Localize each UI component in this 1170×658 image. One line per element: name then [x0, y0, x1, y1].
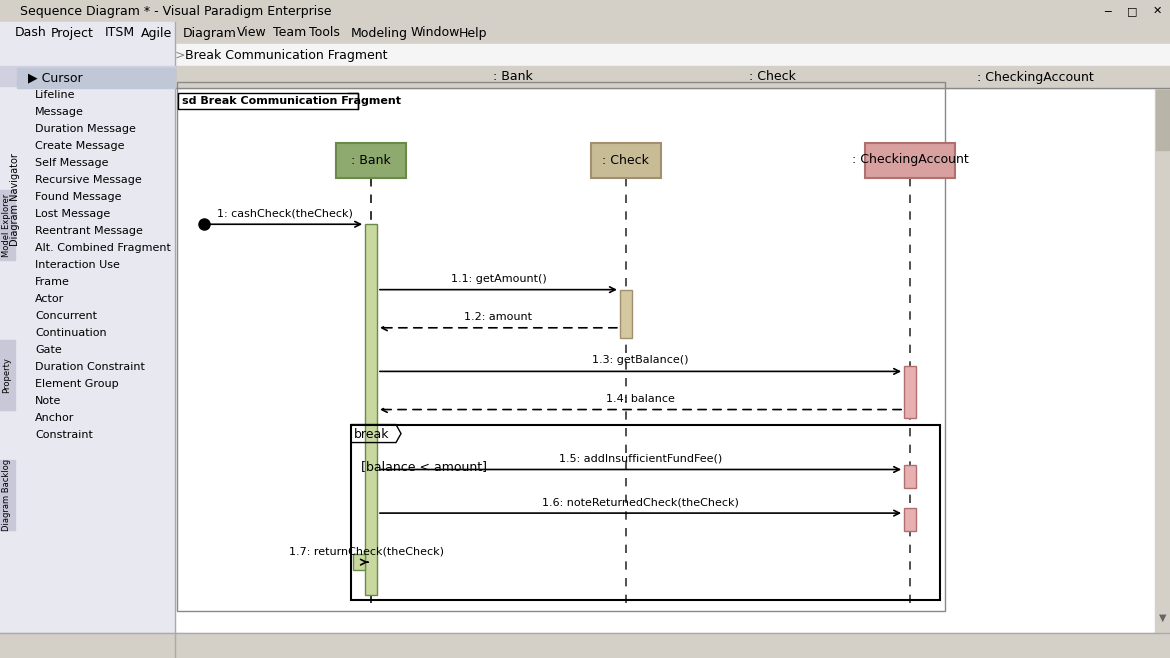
Text: Diagram: Diagram	[183, 26, 236, 39]
Text: Anchor: Anchor	[35, 413, 75, 423]
Text: ▼: ▼	[1159, 613, 1166, 623]
Text: : Bank: : Bank	[351, 153, 391, 166]
Bar	[176, 66, 1170, 88]
Text: Agile: Agile	[142, 26, 172, 39]
Text: 1.2: amount: 1.2: amount	[464, 312, 532, 322]
Text: Continuation: Continuation	[35, 328, 106, 338]
Text: break: break	[355, 428, 390, 441]
Text: Sequence Diagram * - Visual Paradigm Enterprise: Sequence Diagram * - Visual Paradigm Ent…	[20, 5, 331, 18]
Text: Break Communication Fragment: Break Communication Fragment	[185, 49, 387, 61]
Text: Frame: Frame	[35, 277, 70, 287]
Text: Interaction Use: Interaction Use	[35, 260, 119, 270]
Bar	[0, 22, 1170, 44]
Text: Duration Constraint: Duration Constraint	[35, 362, 145, 372]
Text: 1.3: getBalance(): 1.3: getBalance()	[592, 355, 689, 365]
Bar	[0, 190, 15, 260]
Text: Property: Property	[2, 357, 12, 393]
Text: : Bank: : Bank	[494, 70, 534, 84]
Bar	[0, 22, 176, 658]
Text: Constraint: Constraint	[35, 430, 92, 440]
Text: Tools: Tools	[309, 26, 339, 39]
Text: Gate: Gate	[35, 345, 62, 355]
Bar	[0, 633, 1170, 658]
Text: Dash: Dash	[15, 26, 47, 39]
Text: Message: Message	[35, 107, 84, 117]
Text: Lifeline: Lifeline	[35, 90, 76, 100]
Bar	[0, 66, 176, 86]
Text: Found Message: Found Message	[35, 192, 122, 202]
Text: 1.6: noteReturnedCheck(theCheck): 1.6: noteReturnedCheck(theCheck)	[542, 497, 739, 507]
Text: Modeling: Modeling	[351, 26, 408, 39]
Text: >: >	[176, 49, 186, 61]
Bar	[865, 143, 955, 178]
Text: Diagram Navigator: Diagram Navigator	[11, 153, 20, 247]
Bar	[0, 460, 15, 530]
Bar	[1155, 88, 1170, 633]
Text: : CheckingAccount: : CheckingAccount	[977, 70, 1094, 84]
Text: Actor: Actor	[35, 294, 64, 304]
Bar	[18, 68, 176, 88]
Text: 1.4: balance: 1.4: balance	[606, 393, 675, 403]
Text: ─: ─	[1103, 6, 1110, 16]
Text: Project: Project	[51, 26, 94, 39]
Text: 1.1: getAmount(): 1.1: getAmount()	[450, 274, 546, 284]
Text: □: □	[1127, 6, 1137, 16]
Text: : Check: : Check	[749, 70, 796, 84]
Text: sd Break Communication Fragment: sd Break Communication Fragment	[183, 97, 401, 107]
Bar	[0, 44, 1170, 66]
Bar	[353, 554, 365, 570]
Text: Self Message: Self Message	[35, 158, 109, 168]
Text: Duration Message: Duration Message	[35, 124, 136, 134]
Text: Lost Message: Lost Message	[35, 209, 110, 219]
Bar	[336, 143, 406, 178]
Bar	[620, 290, 632, 338]
Text: Alt. Combined Fragment: Alt. Combined Fragment	[35, 243, 171, 253]
Text: [balance < amount]: [balance < amount]	[362, 459, 487, 472]
Text: Diagram Backlog: Diagram Backlog	[2, 459, 12, 531]
Bar	[176, 88, 1170, 633]
Bar	[365, 224, 377, 595]
Bar	[178, 93, 358, 109]
Text: Window: Window	[411, 26, 460, 39]
Bar	[0, 340, 15, 410]
Text: Team: Team	[273, 26, 307, 39]
Bar	[904, 465, 916, 488]
Bar	[351, 424, 940, 600]
Text: 1: cashCheck(theCheck): 1: cashCheck(theCheck)	[216, 208, 352, 218]
Text: Create Message: Create Message	[35, 141, 124, 151]
Text: ▶ Cursor: ▶ Cursor	[28, 72, 83, 84]
Bar	[0, 0, 1170, 22]
Bar	[591, 143, 661, 178]
Text: ITSM: ITSM	[105, 26, 135, 39]
Text: Recursive Message: Recursive Message	[35, 175, 142, 185]
Text: Help: Help	[459, 26, 488, 39]
Text: View: View	[238, 26, 267, 39]
Text: ▲: ▲	[1159, 90, 1166, 100]
Text: Note: Note	[35, 396, 61, 406]
Bar	[1156, 90, 1169, 150]
Text: Model Explorer: Model Explorer	[2, 193, 12, 257]
Bar	[177, 82, 945, 611]
Text: Reentrant Message: Reentrant Message	[35, 226, 143, 236]
Text: Concurrent: Concurrent	[35, 311, 97, 321]
Text: 1.7: returnCheck(theCheck): 1.7: returnCheck(theCheck)	[289, 546, 443, 556]
Text: ✕: ✕	[1152, 6, 1162, 16]
Bar	[904, 508, 916, 531]
Text: : Check: : Check	[603, 153, 649, 166]
Bar	[904, 367, 916, 418]
Text: Element Group: Element Group	[35, 379, 118, 389]
Text: 1.5: addInsufficientFundFee(): 1.5: addInsufficientFundFee()	[559, 453, 722, 463]
Text: : CheckingAccount: : CheckingAccount	[852, 153, 969, 166]
